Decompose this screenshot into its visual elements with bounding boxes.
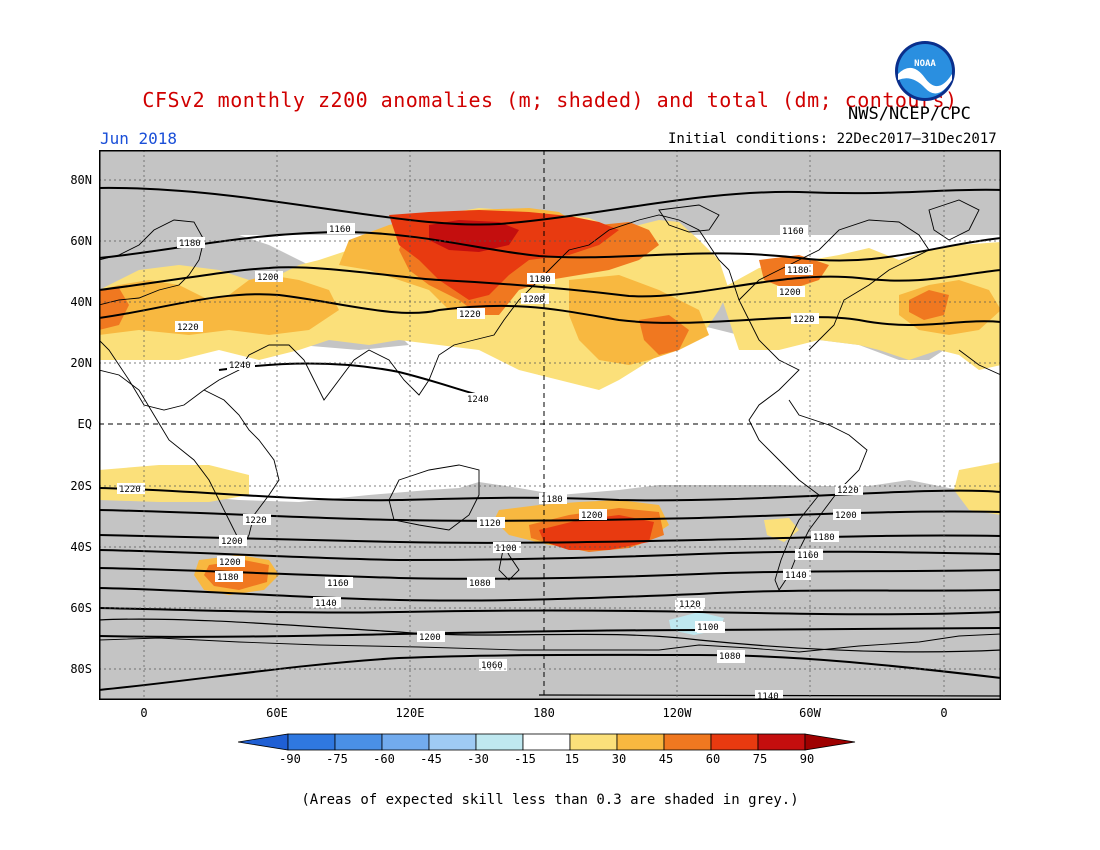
contour-label: 1200 bbox=[257, 273, 279, 283]
map-panel: 1160 1180 1200 1220 1240 1240 1220 1180 … bbox=[99, 150, 1001, 700]
contour-label: 1220 bbox=[177, 323, 199, 333]
contour-label: 1180 bbox=[787, 266, 809, 276]
contour-label: 1180 bbox=[813, 533, 835, 543]
lat-label: 40S bbox=[70, 540, 92, 554]
colorbar-segment bbox=[710, 733, 759, 751]
contour-label: 1080 bbox=[719, 652, 741, 662]
lon-label: 60W bbox=[799, 706, 821, 720]
contour-label: 1220 bbox=[837, 486, 859, 496]
noaa-logo: NOAA bbox=[895, 41, 955, 101]
contour-label: 1080 bbox=[469, 579, 491, 589]
contour-label: 1180 bbox=[541, 495, 563, 505]
lat-label: 20S bbox=[70, 479, 92, 493]
lat-label: 80S bbox=[70, 662, 92, 676]
contour-label: 1060 bbox=[481, 661, 503, 671]
colorbar-segment bbox=[475, 733, 524, 751]
contour-label: 1100 bbox=[495, 544, 517, 554]
contour-label: 1120 bbox=[679, 600, 701, 610]
contour-label: 1200 bbox=[419, 633, 441, 643]
thin-contours bbox=[99, 618, 1001, 697]
contour-label: 1160 bbox=[329, 225, 351, 235]
lat-label: 80N bbox=[70, 173, 92, 187]
colorbar-segment bbox=[522, 733, 571, 751]
contour-label: 1140 bbox=[757, 692, 779, 700]
contour-label: 1220 bbox=[793, 315, 815, 325]
contour-label: 1120 bbox=[479, 519, 501, 529]
lat-label: EQ bbox=[77, 417, 92, 431]
colorbar-label: 60 bbox=[705, 752, 721, 766]
colorbar-label: -45 bbox=[420, 752, 442, 766]
colorbar-label: 75 bbox=[752, 752, 768, 766]
initial-conditions: Initial conditions: 22Dec2017–31Dec2017 bbox=[668, 131, 997, 147]
colorbar-segment bbox=[804, 733, 856, 751]
colorbar-segment bbox=[334, 733, 383, 751]
equator-dateline bbox=[99, 150, 1001, 700]
colorbar-label: -75 bbox=[326, 752, 348, 766]
lon-label: 0 bbox=[140, 706, 148, 720]
agency-label: NWS/NCEP/CPC bbox=[848, 104, 971, 124]
colorbar-segment bbox=[238, 733, 289, 751]
colorbar-label: -60 bbox=[373, 752, 395, 766]
contour-label: 1200 bbox=[581, 511, 603, 521]
contour-label: 1200 bbox=[835, 511, 857, 521]
contour-label: 1200 bbox=[523, 295, 545, 305]
colorbar-segment bbox=[663, 733, 712, 751]
colorbar-label: 30 bbox=[611, 752, 627, 766]
contour-label: 1240 bbox=[229, 361, 251, 371]
lon-label: 120E bbox=[395, 706, 425, 720]
lat-label: 20N bbox=[70, 356, 92, 370]
colorbar-label: -15 bbox=[514, 752, 536, 766]
colorbar-label: 90 bbox=[799, 752, 815, 766]
contour-label: 1100 bbox=[697, 623, 719, 633]
colorbar-segment bbox=[757, 733, 806, 751]
lat-label: 60N bbox=[70, 234, 92, 248]
colorbar-segment bbox=[616, 733, 665, 751]
chart-title: CFSv2 monthly z200 anomalies (m; shaded)… bbox=[142, 88, 958, 112]
contour-label: 1180 bbox=[529, 275, 551, 285]
contour-label: 1160 bbox=[327, 579, 349, 589]
contour-label: 1140 bbox=[785, 571, 807, 581]
colorbar-segment bbox=[428, 733, 477, 751]
lon-label: 180 bbox=[533, 706, 555, 720]
colorbar-segment bbox=[569, 733, 618, 751]
colorbar-segment bbox=[287, 733, 336, 751]
contour-label: 1200 bbox=[779, 288, 801, 298]
lon-label: 120W bbox=[662, 706, 692, 720]
map-frame bbox=[99, 150, 1001, 700]
lat-label: 40N bbox=[70, 295, 92, 309]
contour-label: 1240 bbox=[467, 395, 489, 405]
contour-label: 1160 bbox=[782, 227, 804, 237]
colorbar-label: 15 bbox=[564, 752, 580, 766]
contour-label: 1160 bbox=[797, 551, 819, 561]
contour-label: 1200 bbox=[219, 558, 241, 568]
colorbar-label: -30 bbox=[467, 752, 489, 766]
noaa-logo-text: NOAA bbox=[914, 59, 936, 69]
colorbar bbox=[238, 733, 856, 751]
contour-label: 1200 bbox=[221, 537, 243, 547]
contour-label: 1220 bbox=[119, 485, 141, 495]
contour-label: 1140 bbox=[315, 599, 337, 609]
contour-label: 1220 bbox=[245, 516, 267, 526]
forecast-month: Jun 2018 bbox=[100, 129, 178, 148]
contour-label: 1180 bbox=[217, 573, 239, 583]
skill-note: (Areas of expected skill less than 0.3 a… bbox=[301, 792, 799, 808]
lon-label: 0 bbox=[940, 706, 948, 720]
lat-label: 60S bbox=[70, 601, 92, 615]
colorbar-label: -90 bbox=[279, 752, 301, 766]
lon-label: 60E bbox=[266, 706, 288, 720]
coastlines bbox=[99, 199, 1001, 653]
colorbar-label: 45 bbox=[658, 752, 674, 766]
colorbar-segment bbox=[381, 733, 430, 751]
contour-label: 1180 bbox=[179, 239, 201, 249]
contour-labels: 1160 1180 1200 1220 1240 1240 1220 1180 … bbox=[117, 223, 863, 700]
gridlines bbox=[99, 150, 1001, 700]
contour-label: 1220 bbox=[459, 310, 481, 320]
